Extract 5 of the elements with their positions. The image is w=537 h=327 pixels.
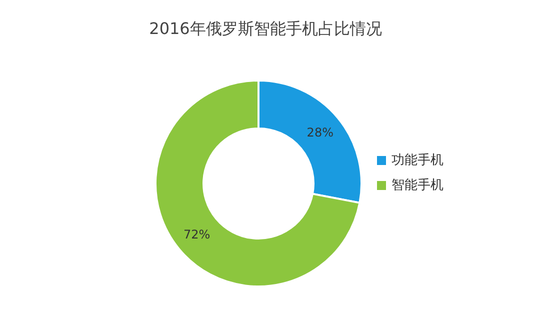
legend-label: 智能手机 — [392, 178, 444, 193]
data-label: 72% — [184, 227, 210, 242]
data-label: 28% — [306, 126, 334, 140]
chart-title: 2016年俄罗斯智能手机占比情况 — [149, 19, 382, 38]
legend-label: 功能手机 — [392, 153, 444, 168]
